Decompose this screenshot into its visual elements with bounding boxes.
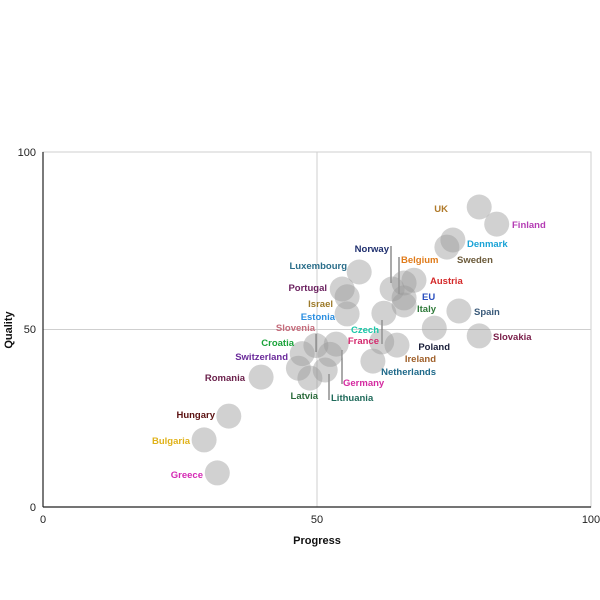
point-label-ireland: Ireland: [405, 354, 436, 365]
point-label-estonia: Estonia: [301, 312, 336, 323]
point-label-romania: Romania: [205, 373, 246, 384]
data-point-czech: [371, 300, 397, 326]
data-point-slovakia: [466, 323, 492, 349]
y-tick-0: 0: [30, 502, 36, 514]
x-axis-label: Progress: [293, 535, 341, 547]
y-axis-ticks: 100 50 0: [18, 147, 36, 514]
data-point-luxembourg: [346, 259, 372, 285]
point-label-greece: Greece: [171, 470, 203, 481]
point-label-france: France: [348, 336, 379, 347]
data-point-ireland: [384, 332, 410, 358]
point-label-denmark: Denmark: [467, 239, 508, 250]
y-axis-label: Quality: [3, 310, 15, 348]
data-point-uk: [466, 194, 492, 220]
y-tick-100: 100: [18, 147, 36, 159]
x-axis-ticks: 0 50 100: [40, 514, 600, 526]
point-label-belgium: Belgium: [401, 255, 438, 266]
point-label-sweden: Sweden: [457, 255, 493, 266]
point-labels: UK Finland Denmark Sweden Norway Belgium Austr…: [152, 204, 546, 481]
point-label-finland: Finland: [512, 220, 546, 231]
data-point-denmark: [440, 227, 466, 253]
point-label-eu: EU: [422, 292, 435, 303]
plot-frame: [42, 151, 592, 508]
point-label-austria: Austria: [430, 276, 463, 287]
point-label-norway: Norway: [355, 244, 390, 255]
data-point-unlabeled: [317, 341, 343, 367]
x-tick-0: 0: [40, 514, 46, 526]
data-point-portugal: [329, 276, 355, 302]
point-label-israel: Israel: [308, 299, 333, 310]
data-point-romania: [248, 364, 274, 390]
x-tick-50: 50: [311, 514, 323, 526]
point-label-bulgaria: Bulgaria: [152, 436, 191, 447]
data-point-italy: [391, 292, 417, 318]
x-tick-100: 100: [582, 514, 600, 526]
point-label-lithuania: Lithuania: [331, 393, 374, 404]
y-tick-50: 50: [24, 324, 36, 336]
data-point-estonia: [334, 301, 360, 327]
data-point-hungary: [216, 403, 242, 429]
point-label-luxembourg: Luxembourg: [289, 261, 347, 272]
leader-lines: [315, 246, 400, 400]
data-point-netherlands: [360, 348, 386, 374]
data-point-switzerland: [285, 355, 311, 381]
point-label-croatia: Croatia: [261, 338, 294, 349]
data-point-latvia: [297, 365, 323, 391]
data-point-lithuania: [312, 357, 338, 383]
point-label-italy: Italy: [417, 304, 437, 315]
data-point-bulgaria: [191, 427, 217, 453]
point-label-netherlands: Netherlands: [381, 367, 436, 378]
data-point-israel: [334, 284, 360, 310]
data-point-eu: [391, 285, 417, 311]
point-label-slovenia: Slovenia: [276, 323, 316, 334]
point-label-hungary: Hungary: [176, 410, 215, 421]
data-point-spain: [446, 298, 472, 324]
point-label-latvia: Latvia: [291, 391, 319, 402]
point-label-czech: Czech: [351, 325, 379, 336]
data-points: [191, 194, 510, 486]
point-label-spain: Spain: [474, 307, 500, 318]
data-point-finland: [484, 211, 510, 237]
point-label-germany: Germany: [343, 378, 385, 389]
point-label-poland: Poland: [418, 342, 450, 353]
point-label-slovakia: Slovakia: [493, 332, 532, 343]
data-point-slovenia: [303, 333, 329, 358]
data-point-belgium: [391, 270, 417, 296]
point-label-uk: UK: [434, 204, 448, 215]
data-point-austria: [401, 267, 427, 293]
data-point-greece: [204, 460, 230, 486]
data-point-poland: [421, 315, 447, 341]
data-point-germany: [323, 331, 349, 357]
data-point-norway: [379, 276, 405, 302]
data-point-croatia: [289, 341, 315, 367]
data-point-sweden: [434, 234, 460, 260]
data-point-france: [369, 329, 395, 355]
point-label-switzerland: Switzerland: [235, 352, 288, 363]
point-label-portugal: Portugal: [288, 283, 327, 294]
